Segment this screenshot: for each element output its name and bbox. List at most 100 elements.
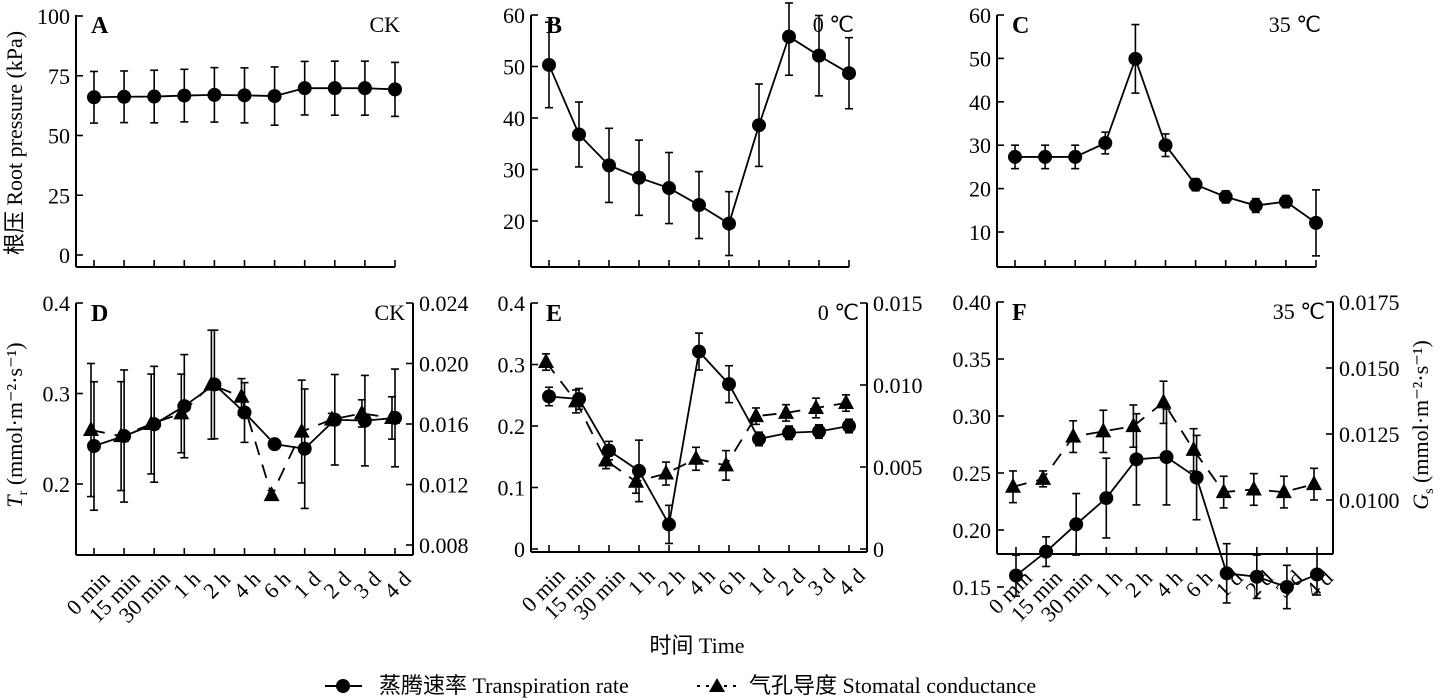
panel-condition: 0 ℃ bbox=[818, 300, 859, 325]
y-tick-label: 0.40 bbox=[953, 290, 992, 315]
data-point-triangle bbox=[1035, 469, 1052, 485]
data-point-triangle bbox=[688, 449, 704, 465]
data-point-triangle bbox=[808, 398, 824, 414]
y-tick-label: 0.2 bbox=[498, 414, 526, 439]
data-point-triangle bbox=[1306, 475, 1322, 491]
y-right-tick-label: 0.010 bbox=[873, 373, 923, 398]
y-right-tick-label: 0.0175 bbox=[1339, 290, 1400, 315]
data-point-circle bbox=[1038, 149, 1053, 164]
y-tick-label: 0.15 bbox=[953, 575, 992, 600]
data-point-circle bbox=[327, 81, 342, 96]
data-point-triangle bbox=[353, 404, 370, 420]
y-tick-label: 25 bbox=[48, 183, 70, 208]
y-tick-label: 0.2 bbox=[43, 472, 71, 497]
data-point-circle bbox=[752, 431, 766, 446]
y-tick-label: 100 bbox=[37, 4, 70, 29]
data-point-circle bbox=[1098, 136, 1113, 151]
legend-label-transpiration: 蒸腾速率 Transpiration rate bbox=[379, 673, 629, 698]
series-line bbox=[548, 349, 850, 528]
y-tick-label: 20 bbox=[503, 209, 525, 234]
data-point-triangle bbox=[838, 394, 854, 410]
data-point-circle bbox=[1039, 544, 1054, 559]
data-point-circle bbox=[812, 48, 826, 63]
data-point-circle bbox=[1189, 470, 1204, 485]
data-point-circle bbox=[1249, 569, 1264, 584]
data-point-circle bbox=[1009, 568, 1023, 583]
data-point-circle bbox=[1278, 194, 1293, 209]
data-point-circle bbox=[1248, 198, 1263, 213]
data-point-triangle bbox=[748, 407, 764, 423]
data-point-triangle bbox=[778, 403, 794, 419]
y-tick-label: 0 bbox=[514, 537, 525, 562]
series-transpiration-or-pressure bbox=[87, 329, 402, 512]
data-point-circle bbox=[297, 81, 312, 96]
y-tick-label: 50 bbox=[503, 55, 525, 80]
data-point-circle bbox=[722, 377, 736, 392]
y-right-tick-label: 0.0125 bbox=[1339, 422, 1400, 447]
panel-c: 10 20 30 40 50 60 C 35 ℃ bbox=[969, 3, 1323, 268]
data-point-triangle bbox=[1245, 480, 1262, 496]
data-point-circle bbox=[388, 82, 402, 97]
data-point-triangle bbox=[323, 410, 340, 426]
y-tick-label: 0.20 bbox=[953, 518, 992, 543]
data-point-circle bbox=[782, 29, 796, 44]
data-point-triangle bbox=[83, 421, 99, 437]
data-point-circle bbox=[1188, 177, 1203, 192]
data-point-circle bbox=[1128, 51, 1143, 66]
y-right-tick-label: 0.005 bbox=[873, 455, 923, 480]
data-point-circle bbox=[1279, 580, 1294, 594]
data-point-circle bbox=[1158, 138, 1173, 153]
top-ylabel: 根压 Root pressure (kPa) bbox=[2, 31, 27, 255]
data-point-triangle bbox=[1215, 483, 1232, 499]
y-tick-label: 0.3 bbox=[498, 353, 526, 378]
y-tick-label: 30 bbox=[969, 133, 991, 158]
panel-condition: CK bbox=[374, 300, 405, 325]
y-tick-label: 0.1 bbox=[498, 476, 526, 501]
y-tick-label: 0.4 bbox=[43, 291, 71, 316]
data-point-circle bbox=[542, 389, 556, 404]
data-point-circle bbox=[297, 441, 312, 456]
y-right-tick-label: 0.020 bbox=[419, 352, 469, 377]
data-point-circle bbox=[1129, 452, 1144, 467]
data-point-triangle bbox=[203, 375, 220, 391]
data-point-triangle bbox=[1065, 427, 1082, 443]
y-right-tick-label: 0.024 bbox=[419, 291, 469, 316]
y-tick-label: 0.3 bbox=[43, 382, 71, 407]
data-point-triangle bbox=[628, 472, 644, 488]
panel-condition: 35 ℃ bbox=[1273, 299, 1325, 324]
series-transpiration-or-pressure bbox=[542, 332, 856, 545]
series-stomatal-conductance bbox=[83, 329, 400, 502]
data-point-triangle bbox=[538, 353, 554, 369]
panel-letter: C bbox=[1012, 13, 1029, 39]
data-point-circle bbox=[1309, 215, 1323, 230]
data-point-circle bbox=[842, 419, 856, 433]
y-right-tick-label: 0.008 bbox=[419, 533, 469, 558]
data-point-circle bbox=[1099, 491, 1114, 506]
data-point-triangle bbox=[384, 408, 400, 424]
data-point-triangle bbox=[1095, 422, 1112, 438]
data-point-triangle bbox=[113, 427, 130, 443]
data-point-triangle bbox=[293, 422, 310, 438]
bottom-left-ylabel: Tr (mmol·m⁻²·s⁻¹) bbox=[2, 342, 31, 507]
data-point-circle bbox=[207, 87, 222, 102]
series-transpiration-or-pressure bbox=[1009, 408, 1324, 610]
data-point-circle bbox=[357, 81, 372, 96]
data-point-triangle bbox=[598, 451, 614, 467]
data-point-circle bbox=[1069, 517, 1084, 532]
data-point-triangle bbox=[233, 387, 250, 403]
x-tick-label: 4 d bbox=[379, 566, 416, 603]
data-point-triangle bbox=[143, 415, 160, 430]
data-point-circle bbox=[782, 425, 796, 440]
panel-letter: D bbox=[91, 301, 108, 327]
y-right-tick-label: 0.016 bbox=[419, 412, 469, 437]
data-point-triangle bbox=[1275, 483, 1292, 499]
data-point-circle bbox=[722, 216, 736, 231]
series-stomatal-conductance bbox=[1005, 380, 1322, 509]
legend-item-transpiration: 蒸腾速率 Transpiration rate bbox=[325, 673, 629, 698]
data-point-circle bbox=[632, 170, 646, 185]
data-point-circle bbox=[1159, 450, 1174, 465]
y-tick-label: 0.30 bbox=[953, 404, 992, 429]
legend-triangle-marker bbox=[709, 678, 725, 692]
